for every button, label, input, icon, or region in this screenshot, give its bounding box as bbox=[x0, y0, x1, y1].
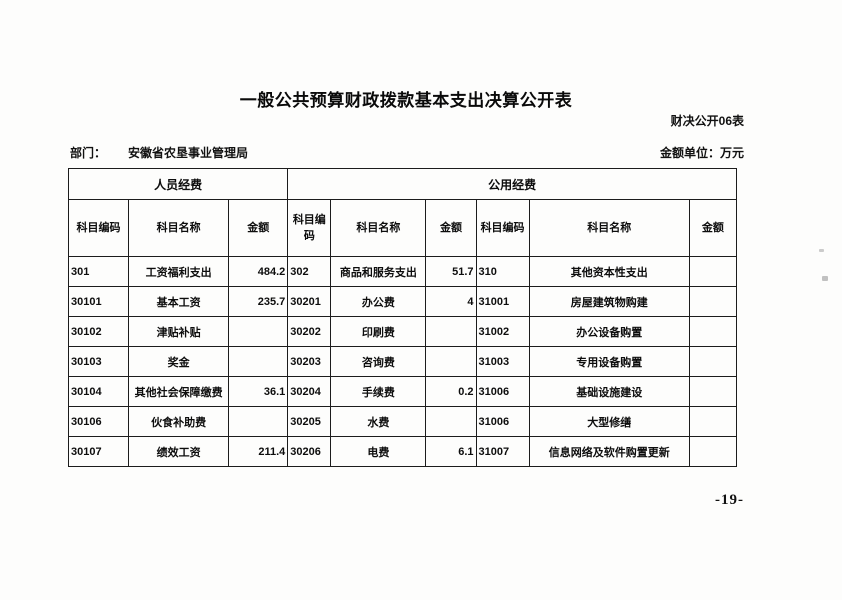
cell-code: 302 bbox=[287, 256, 332, 287]
table-row: 30107 绩效工资 211.4 30206 电费 6.1 31007 信息网络… bbox=[67, 436, 738, 467]
cell-code: 31001 bbox=[475, 286, 530, 317]
cell-name: 大型修缮 bbox=[528, 406, 690, 437]
cell-code: 31006 bbox=[475, 406, 530, 437]
cell-amount: 484.2 bbox=[228, 256, 289, 287]
table-row: 301 工资福利支出 484.2 302 商品和服务支出 51.7 310 其他… bbox=[67, 256, 738, 287]
cell-amount bbox=[688, 406, 738, 437]
cell-code: 31003 bbox=[475, 346, 530, 377]
cell-name: 其他社会保障缴费 bbox=[128, 376, 230, 407]
amount-unit-label: 金额单位：万元 bbox=[659, 146, 744, 160]
cell-code: 30202 bbox=[287, 316, 332, 347]
cell-amount: 235.7 bbox=[228, 286, 289, 317]
column-header-row: 科目编码 科目名称 金额 科目编码 科目名称 金额 科目编码 科目名称 金额 bbox=[67, 199, 738, 257]
cell-amount: 36.1 bbox=[228, 376, 289, 407]
cell-amount bbox=[228, 316, 289, 347]
cell-amount bbox=[425, 406, 477, 437]
col-header-amount-3: 金额 bbox=[688, 199, 738, 257]
cell-amount: 0.2 bbox=[425, 376, 477, 407]
cell-amount bbox=[688, 376, 738, 407]
cell-amount bbox=[688, 256, 738, 287]
cell-name: 基本工资 bbox=[128, 286, 230, 317]
col-header-code-3: 科目编码 bbox=[475, 199, 530, 257]
cell-name: 商品和服务支出 bbox=[330, 256, 427, 287]
cell-amount bbox=[688, 286, 738, 317]
document-title: 一般公共预算财政拨款基本支出决算公开表 bbox=[239, 91, 573, 110]
cell-code: 30104 bbox=[67, 376, 130, 407]
cell-code: 30107 bbox=[67, 436, 130, 467]
table-row: 30103 奖金 30203 咨询费 31003 专用设备购置 bbox=[67, 346, 738, 377]
cell-name: 手续费 bbox=[330, 376, 427, 407]
meta-row: 部门： 安徽省农垦事业管理局 金额单位：万元 bbox=[68, 144, 744, 162]
cell-amount: 51.7 bbox=[425, 256, 477, 287]
cell-amount: 4 bbox=[425, 286, 477, 317]
cell-name: 咨询费 bbox=[330, 346, 427, 377]
cell-amount bbox=[688, 346, 738, 377]
table-row: 30106 伙食补助费 30205 水费 31006 大型修缮 bbox=[67, 406, 738, 437]
cell-code: 30201 bbox=[287, 286, 332, 317]
cell-name: 绩效工资 bbox=[128, 436, 230, 467]
cell-code: 30205 bbox=[287, 406, 332, 437]
col-header-code-2: 科目编码 bbox=[287, 199, 332, 257]
cell-code: 30101 bbox=[67, 286, 130, 317]
expenditure-table: 人员经费 公用经费 科目编码 科目名称 金额 科目编码 科目名称 金额 科目编码… bbox=[67, 168, 738, 467]
group-header-public: 公用经费 bbox=[287, 168, 737, 200]
scan-speck bbox=[822, 276, 828, 281]
cell-name: 电费 bbox=[330, 436, 427, 467]
cell-amount bbox=[228, 346, 289, 377]
cell-name: 水费 bbox=[330, 406, 427, 437]
cell-code: 31006 bbox=[475, 376, 530, 407]
col-header-name-3: 科目名称 bbox=[528, 199, 690, 257]
cell-amount: 6.1 bbox=[425, 436, 477, 467]
col-header-amount-2: 金额 bbox=[425, 199, 477, 257]
cell-name: 房屋建筑物购建 bbox=[528, 286, 690, 317]
cell-name: 专用设备购置 bbox=[528, 346, 690, 377]
cell-amount bbox=[688, 436, 738, 467]
cell-amount bbox=[425, 316, 477, 347]
cell-name: 办公设备购置 bbox=[528, 316, 690, 347]
department-value: 安徽省农垦事业管理局 bbox=[128, 146, 249, 160]
cell-code: 30102 bbox=[67, 316, 130, 347]
cell-code: 30103 bbox=[67, 346, 130, 377]
cell-code: 31007 bbox=[475, 436, 530, 467]
department-label: 部门： bbox=[70, 146, 107, 160]
page-number: -19- bbox=[715, 492, 744, 508]
cell-name: 奖金 bbox=[128, 346, 230, 377]
cell-name: 伙食补助费 bbox=[128, 406, 230, 437]
cell-code: 31002 bbox=[475, 316, 530, 347]
cell-amount: 211.4 bbox=[228, 436, 289, 467]
cell-amount bbox=[688, 316, 738, 347]
form-number-label: 财决公开06表 bbox=[670, 114, 744, 128]
cell-name: 印刷费 bbox=[330, 316, 427, 347]
table-row: 30102 津贴补贴 30202 印刷费 31002 办公设备购置 bbox=[67, 316, 738, 347]
cell-name: 办公费 bbox=[330, 286, 427, 317]
cell-code: 30204 bbox=[287, 376, 332, 407]
cell-name: 信息网络及软件购置更新 bbox=[528, 436, 690, 467]
group-header-personnel: 人员经费 bbox=[67, 168, 289, 200]
col-header-name-1: 科目名称 bbox=[128, 199, 230, 257]
col-header-code-1: 科目编码 bbox=[67, 199, 130, 257]
cell-amount bbox=[425, 346, 477, 377]
cell-code: 310 bbox=[475, 256, 530, 287]
table-row: 30104 其他社会保障缴费 36.1 30204 手续费 0.2 31006 … bbox=[67, 376, 738, 407]
scan-speck bbox=[819, 249, 824, 252]
cell-code: 30106 bbox=[67, 406, 130, 437]
cell-name: 其他资本性支出 bbox=[528, 256, 690, 287]
cell-code: 301 bbox=[67, 256, 130, 287]
col-header-name-2: 科目名称 bbox=[330, 199, 427, 257]
cell-amount bbox=[228, 406, 289, 437]
cell-name: 工资福利支出 bbox=[128, 256, 230, 287]
cell-name: 基础设施建设 bbox=[528, 376, 690, 407]
cell-code: 30203 bbox=[287, 346, 332, 377]
col-header-amount-1: 金额 bbox=[228, 199, 289, 257]
table-row: 30101 基本工资 235.7 30201 办公费 4 31001 房屋建筑物… bbox=[67, 286, 738, 317]
cell-name: 津贴补贴 bbox=[128, 316, 230, 347]
group-header-row: 人员经费 公用经费 bbox=[67, 168, 737, 200]
cell-code: 30206 bbox=[287, 436, 332, 467]
